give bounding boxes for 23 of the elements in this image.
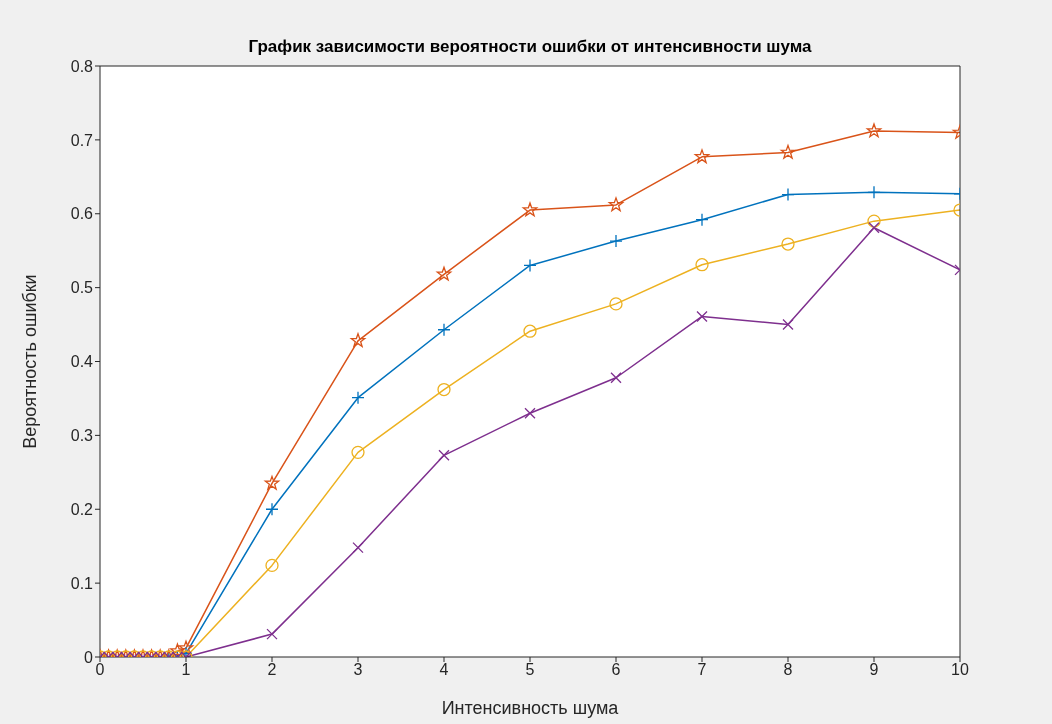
y-tick-label: 0 (84, 648, 94, 666)
y-axis-title: Вероятность ошибки (20, 274, 41, 449)
y-tick-label: 0.2 (70, 500, 94, 518)
chart-title: График зависимости вероятности ошибки от интенсивности шума (248, 37, 813, 56)
x-tick-label: 3 (353, 661, 363, 679)
x-tick-label: 6 (611, 661, 621, 679)
x-tick-label: 5 (525, 661, 535, 679)
y-tick-label: 0.7 (70, 131, 94, 149)
y-tick-label: 0.3 (70, 427, 94, 445)
x-tick-label: 4 (439, 661, 449, 679)
y-tick-label: 0.4 (70, 353, 94, 371)
x-tick-label: 1 (181, 661, 191, 679)
x-tick-label: 2 (267, 661, 277, 679)
x-tick-label: 10 (951, 661, 969, 679)
y-tick-label: 0.5 (70, 279, 94, 297)
x-tick-label: 8 (783, 661, 793, 679)
x-tick-label: 7 (697, 661, 707, 679)
x-tick-label: 0 (95, 661, 105, 679)
y-tick-label: 0.8 (70, 57, 94, 75)
y-tick-label: 0.6 (70, 205, 94, 223)
x-axis-title: Интенсивность шума (441, 698, 620, 718)
y-tick-label: 0.1 (70, 574, 94, 592)
x-tick-label: 9 (869, 661, 879, 679)
